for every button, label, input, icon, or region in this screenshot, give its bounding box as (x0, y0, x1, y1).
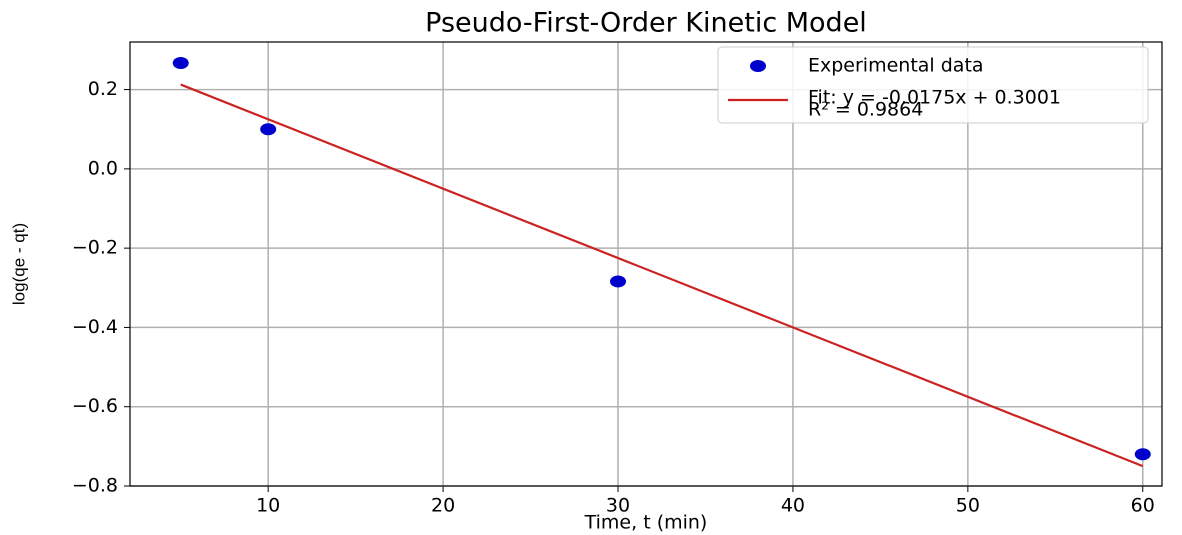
legend-label: Experimental data (808, 55, 984, 77)
data-point (1134, 448, 1151, 461)
x-tick-label: 50 (956, 495, 980, 517)
x-axis-label: Time, t (min) (584, 512, 708, 534)
x-tick-label: 40 (781, 495, 805, 517)
fit-line (180, 83, 1144, 468)
legend-marker (750, 60, 766, 72)
y-tick-label: −0.4 (72, 316, 118, 338)
y-tick-label: −0.8 (72, 475, 118, 497)
y-tick-label: −0.2 (72, 237, 118, 259)
legend-box (717, 46, 1149, 124)
y-tick-label: 0.0 (88, 157, 118, 179)
x-tick-label: 10 (256, 495, 280, 517)
x-tick-label: 30 (606, 495, 630, 517)
chart-title: Pseudo-First-Order Kinetic Model (425, 8, 867, 39)
data-point (610, 275, 627, 288)
x-tick-label: 60 (1131, 495, 1155, 517)
data-point (260, 123, 277, 136)
x-tick-label: 20 (431, 495, 455, 517)
y-tick-label: −0.6 (72, 395, 118, 417)
y-tick-label: 0.2 (88, 78, 118, 100)
y-axis-label: log(qe - qt) (9, 223, 28, 305)
legend-note: R² = 0.9864 (808, 99, 923, 121)
data-point (172, 57, 189, 70)
legend-label: Fit: y = -0.0175x + 0.3001 (808, 87, 1061, 109)
plot-frame (129, 41, 1163, 487)
